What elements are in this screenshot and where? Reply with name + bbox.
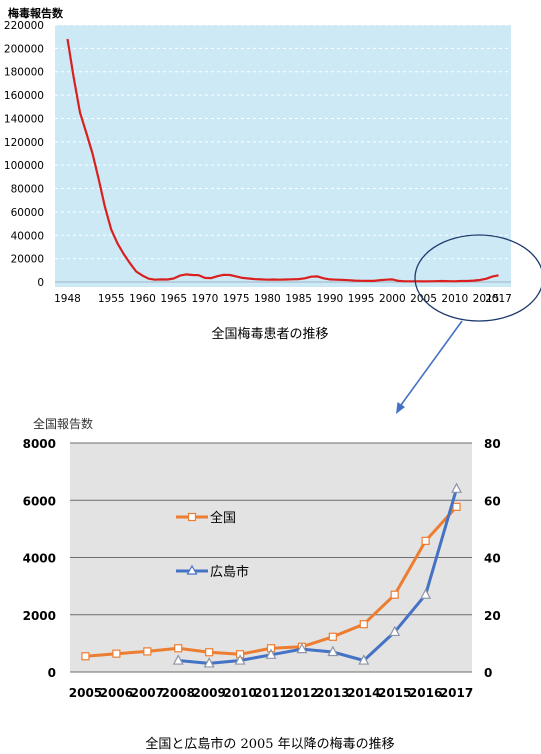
national-data-point [452, 502, 461, 511]
legend-hiroshima-marker [186, 564, 198, 575]
hiroshima-data-point [265, 648, 277, 659]
chart2-x-tick-label: 2016 [409, 686, 442, 700]
legend-hiroshima-label: 広島市 [210, 564, 249, 580]
national-data-point [328, 632, 337, 641]
national-data-point [390, 590, 399, 599]
chart2-gridlines [70, 442, 472, 673]
chart2-x-tick-label: 2014 [347, 686, 380, 700]
chart1-x-tick-label: 1985 [285, 293, 312, 305]
legend-national-marker [187, 512, 197, 522]
chart2-x-tick-label: 2011 [254, 686, 287, 700]
chart1-x-tick-label: 1980 [254, 293, 281, 305]
zoom-arrow-head [396, 402, 405, 414]
chart1-y-tick-label: 220000 [4, 20, 44, 32]
chart1-x-tick-label: 1965 [160, 293, 187, 305]
chart1-y-tick-label: 160000 [4, 90, 44, 102]
national-data-point [421, 536, 430, 545]
chart1-x-tick-label: 1970 [192, 293, 219, 305]
chart1-x-tick-label: 2017 [485, 293, 512, 305]
chart1-y-tick-label: 40000 [11, 230, 44, 242]
national-data-point [112, 649, 121, 658]
chart2-y2-tick-label: 0 [484, 666, 492, 680]
chart1-x-tick-label: 2015 [473, 293, 500, 305]
chart2-x-tick-label: 2005 [69, 686, 102, 700]
chart1-x-tick-label: 1948 [54, 293, 81, 305]
chart2-y2-tick-label: 20 [484, 609, 501, 623]
national-cases-line [66, 38, 499, 283]
chart1-y-tick-label: 180000 [4, 67, 44, 79]
chart2-y2-tick-label: 80 [484, 437, 501, 451]
chart1-caption: 全国梅毒患者の推移 [211, 326, 328, 342]
chart2-y-tick-label: 0 [48, 666, 56, 680]
national-data-point [205, 648, 214, 657]
hiroshima-data-point [234, 654, 246, 665]
chart2-y-tick-label: 2000 [23, 609, 56, 623]
chart2-x-tick-labels: 2005200620072008200920102011201220132014… [69, 686, 473, 700]
chart1-plot-area [55, 25, 511, 287]
chart2-x-tick-label: 2010 [223, 686, 256, 700]
chart1-y-tick-label: 80000 [11, 184, 44, 196]
national-data-point [174, 644, 183, 653]
chart2-x-tick-label: 2006 [100, 686, 133, 700]
chart2-x-tick-label: 2017 [440, 686, 473, 700]
hiroshima-series-line [178, 488, 458, 665]
chart2-y-tick-label: 6000 [23, 494, 56, 508]
chart1-y-tick-label: 140000 [4, 113, 44, 125]
chart2-x-tick-label: 2008 [162, 686, 195, 700]
hiroshima-data-point [451, 482, 463, 493]
chart2-x-tick-label: 2013 [316, 686, 349, 700]
chart2-y2-tick-label: 40 [484, 552, 501, 566]
chart2-x-tick-label: 2012 [285, 686, 318, 700]
chart2-series [81, 482, 463, 668]
chart1-x-tick-labels: 1948 1955 1960 1965 1970 1975 1980 1985 1990 1995… [54, 293, 512, 305]
national-data-point [359, 620, 368, 629]
chart1-y-tick-label: 20000 [11, 254, 44, 266]
chart2-y-tick-label: 4000 [23, 552, 56, 566]
chart1-y-tick-label: 120000 [4, 137, 44, 149]
chart2-title: 全国報告数 [33, 416, 93, 431]
chart1-x-tick-label: 1975 [223, 293, 250, 305]
chart2-legend: 全国 広島市 [176, 510, 249, 580]
chart1-y-tick-label: 200000 [4, 43, 44, 55]
hiroshima-data-point [420, 588, 432, 599]
chart1-x-tick-label: 2010 [441, 293, 468, 305]
chart1-gridlines [55, 24, 511, 283]
recent-years-highlight-ellipse [414, 234, 541, 322]
chart2-y-tick-label: 8000 [23, 437, 56, 451]
national-data-point [81, 652, 90, 661]
chart2-y2-tick-label: 60 [484, 494, 501, 508]
chart2-caption: 全国と広島市の 2005 年以降の梅毒の推移 [145, 736, 394, 752]
chart1-x-tick-label: 1990 [316, 293, 343, 305]
legend-national-label: 全国 [210, 510, 236, 526]
chart2-x-tick-label: 2015 [378, 686, 411, 700]
hiroshima-data-point [327, 645, 339, 657]
chart1-x-tick-label: 1960 [129, 293, 156, 305]
national-history-chart: 梅毒報告数 0 20000 40000 60000 80000 100000 120000 1… [4, 6, 541, 414]
chart2-left-y-tick-labels: 0 2000 4000 6000 8000 [23, 437, 56, 680]
chart1-y-axis-title: 梅毒報告数 [8, 6, 64, 20]
chart1-y-tick-label: 100000 [4, 160, 44, 172]
hiroshima-data-point [389, 625, 401, 637]
hiroshima-data-point [172, 654, 184, 665]
hiroshima-data-point [296, 642, 308, 654]
chart1-y-tick-label: 60000 [11, 207, 44, 219]
hiroshima-data-point [358, 654, 370, 665]
chart1-y-tick-label: 0 [37, 277, 44, 289]
chart2-right-y-tick-labels: 0 20 40 60 80 [484, 437, 501, 680]
chart2-x-tick-label: 2009 [192, 686, 225, 700]
zoom-arrow-shaft [400, 320, 463, 406]
chart1-x-tick-label: 1955 [98, 293, 125, 305]
chart1-x-tick-label: 2000 [379, 293, 406, 305]
chart1-x-tick-label: 1995 [348, 293, 375, 305]
chart2-x-tick-label: 2007 [131, 686, 164, 700]
chart1-y-tick-labels: 0 20000 40000 60000 80000 100000 120000 140000 1… [4, 20, 44, 289]
national-data-point [143, 647, 152, 656]
hiroshima-data-point [203, 657, 215, 668]
